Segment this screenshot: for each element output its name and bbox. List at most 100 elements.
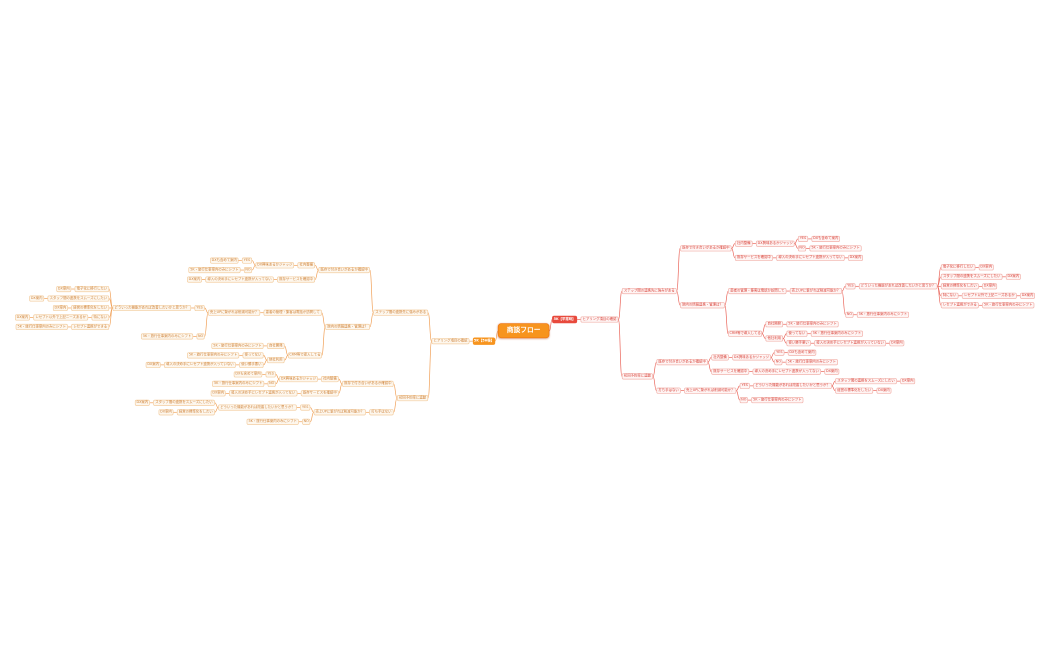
- mindmap-node[interactable]: 経営の標準化をしたい: [835, 387, 874, 394]
- mindmap-node[interactable]: NO: [243, 266, 253, 273]
- mindmap-node[interactable]: 導入の決め手にレセプト連携が入ってない: [776, 254, 845, 261]
- mindmap-node[interactable]: 5K・旅行仕事案内のみにシフト: [856, 311, 910, 318]
- mindmap-node[interactable]: DX興味あるかジャッジ: [755, 240, 795, 247]
- mindmap-node[interactable]: YES: [845, 282, 856, 290]
- mindmap-node[interactable]: 5K・旅行仕事案内のみにシフト: [785, 358, 838, 365]
- mindmap-node[interactable]: ステップ間の連携先に強みがある: [621, 287, 677, 294]
- mindmap-node[interactable]: DX興味あるかジャッジ: [732, 354, 771, 361]
- mindmap-node[interactable]: 初回予約率に連動: [396, 394, 429, 401]
- mindmap-node[interactable]: DX案内: [889, 339, 905, 346]
- mindmap-node[interactable]: DXも含めて案内: [811, 235, 840, 242]
- mindmap-node[interactable]: どういった機能があれば改善したいかと思うか？: [858, 282, 938, 290]
- mindmap-node[interactable]: DX案内: [56, 285, 72, 292]
- mindmap-node[interactable]: 既存で付き合いがあるか確認中: [342, 380, 394, 387]
- mindmap-node[interactable]: DX案内: [187, 276, 202, 283]
- mindmap-node[interactable]: YES: [739, 382, 750, 389]
- mindmap-node[interactable]: 5K・旅行仕事案内のみにシフト: [786, 320, 839, 327]
- mindmap-node[interactable]: 経営の標準化をしたい: [71, 304, 110, 311]
- mindmap-node[interactable]: 電子化に移行したい: [74, 285, 110, 292]
- mindmap-node[interactable]: 患者の管理・集客は電話か訪問して: [263, 309, 322, 316]
- mindmap-node[interactable]: DX案内: [848, 254, 863, 261]
- mindmap-node[interactable]: 使い勝手悪い: [239, 361, 264, 368]
- mindmap-node[interactable]: 社内整備: [711, 354, 729, 361]
- central-topic-node[interactable]: 商談フロー: [497, 323, 550, 339]
- branch-node-L[interactable]: 5K【5H後】: [472, 337, 496, 345]
- mindmap-node[interactable]: 5K・旅行仕事案内のみにシフト: [751, 396, 804, 403]
- mindmap-node[interactable]: 経営の標準化をしたい: [940, 282, 979, 290]
- mindmap-node[interactable]: 使ってない: [786, 330, 808, 337]
- mindmap-node[interactable]: 社内整備: [321, 375, 339, 382]
- mindmap-node[interactable]: 5K・旅行仕事案内のみにシフト: [982, 301, 1035, 308]
- mindmap-node[interactable]: 5K・旅行仕事案内のみにシフト: [809, 244, 862, 252]
- mindmap-node[interactable]: 自社開発: [765, 320, 784, 327]
- mindmap-node[interactable]: DX案内: [29, 295, 45, 302]
- mindmap-node[interactable]: YES: [194, 304, 205, 311]
- mindmap-node[interactable]: DXも含めて案内: [787, 349, 817, 356]
- mindmap-node[interactable]: 5K・旅行仕事案内のみにシフト: [187, 352, 240, 359]
- mindmap-node[interactable]: 特にない: [91, 314, 110, 321]
- mindmap-node[interactable]: 使い勝手悪い: [786, 339, 811, 346]
- mindmap-node[interactable]: NO: [797, 244, 807, 252]
- mindmap-node[interactable]: 導入の決め手にレセプト連携が入っていない: [164, 361, 236, 368]
- mindmap-node[interactable]: DX興味あるかジャッジ: [279, 375, 318, 382]
- mindmap-node[interactable]: 既存で付き合いがあるか確認中: [318, 266, 370, 273]
- mindmap-node[interactable]: CRM等で導入してる: [287, 352, 322, 359]
- mindmap-node[interactable]: 他社利用: [266, 356, 285, 363]
- mindmap-node[interactable]: 導入の決め手にレセプト連携が入ってない: [752, 368, 821, 375]
- mindmap-node[interactable]: レセプト以外で上記ニーズあるか: [961, 292, 1017, 299]
- mindmap-node[interactable]: 導入の決め手にレセプト連携が入っていない: [814, 339, 886, 346]
- mindmap-node[interactable]: 既存サービスを確認中: [277, 276, 316, 283]
- mindmap-node[interactable]: 社内整備: [297, 261, 316, 269]
- mindmap-node[interactable]: 売上UPに繋がれば削減可能か？: [313, 408, 366, 415]
- mindmap-node[interactable]: DX案内: [1020, 292, 1035, 299]
- mindmap-node[interactable]: どういった機能があれば改善したいかと思うか？: [218, 404, 297, 411]
- mindmap-node[interactable]: DX案内: [52, 304, 68, 311]
- mindmap-node[interactable]: ヒアリング項目の確認: [580, 316, 619, 323]
- mindmap-node[interactable]: DX興味あるかジャッジ: [255, 261, 295, 269]
- mindmap-node[interactable]: DX案内: [876, 387, 892, 394]
- mindmap-node[interactable]: NO: [845, 311, 854, 318]
- mindmap-node[interactable]: YES: [797, 235, 809, 242]
- mindmap-node[interactable]: ヒアリング項目の確認: [431, 337, 470, 344]
- mindmap-node[interactable]: 売上UPに繋がれば削減可能か？: [789, 287, 842, 294]
- mindmap-node[interactable]: NO: [302, 418, 311, 425]
- mindmap-node[interactable]: 既存で付き合いがあるか確認中: [680, 244, 732, 252]
- mindmap-node[interactable]: 既存サービスを確認中: [300, 389, 339, 397]
- mindmap-node[interactable]: 5K・旅行仕事案内のみにシフト: [810, 330, 863, 337]
- mindmap-node[interactable]: 既存で付き合いがあるか確認中: [656, 358, 708, 365]
- mindmap-node[interactable]: 使ってない: [242, 352, 264, 359]
- mindmap-node[interactable]: NO: [267, 380, 276, 387]
- mindmap-node[interactable]: 社内整備: [734, 240, 753, 247]
- mindmap-node[interactable]: 5K・旅行仕事案内のみにシフト: [188, 266, 241, 273]
- mindmap-node[interactable]: DX案内: [824, 368, 840, 375]
- mindmap-node[interactable]: NO: [774, 358, 783, 365]
- mindmap-node[interactable]: YES: [265, 370, 276, 378]
- mindmap-node[interactable]: YES: [300, 404, 311, 411]
- mindmap-node[interactable]: スタッフ間の連携をスムーズにしたい: [47, 295, 110, 302]
- mindmap-node[interactable]: 導入の決め手にレセプト連携が入ってない: [229, 389, 298, 397]
- mindmap-node[interactable]: DXも含めて案内: [210, 257, 239, 264]
- mindmap-node[interactable]: DX案内: [900, 377, 916, 384]
- mindmap-node[interactable]: レセプト以外で上記ニーズあるか: [33, 314, 89, 321]
- mindmap-node[interactable]: 既存サービスを確認中: [711, 368, 750, 375]
- mindmap-node[interactable]: DX案内: [210, 389, 226, 397]
- mindmap-node[interactable]: 導入の決め手にレセプト連携が入ってない: [205, 276, 274, 283]
- mindmap-node[interactable]: 打ち手はない: [369, 408, 394, 415]
- branch-node-R[interactable]: 5K【平常時】: [552, 315, 578, 323]
- mindmap-node[interactable]: レセプト連携ができる: [940, 301, 979, 308]
- mindmap-node[interactable]: 院内の情報連携・管理は？: [680, 301, 725, 308]
- mindmap-node[interactable]: スタッフ間の連携をスムーズにしたい: [153, 399, 215, 406]
- mindmap-node[interactable]: 5K・旅行仕事案内のみにシフト: [211, 342, 264, 349]
- mindmap-node[interactable]: 打ち手はない: [656, 387, 681, 394]
- mindmap-node[interactable]: 患者の管理・集客は電話か訪問して: [728, 287, 787, 294]
- mindmap-node[interactable]: レセプト連携ができる: [71, 323, 110, 330]
- mindmap-node[interactable]: どういった機能があれば改善したいかと思うか？: [753, 382, 832, 389]
- mindmap-node[interactable]: 売上UPに繋がれば削減可能か？: [684, 387, 737, 394]
- mindmap-node[interactable]: YES: [774, 349, 785, 356]
- mindmap-node[interactable]: DX案内: [145, 361, 161, 368]
- mindmap-node[interactable]: DX案内: [158, 408, 174, 415]
- mindmap-node[interactable]: DXも含めて案内: [233, 370, 263, 378]
- mindmap-node[interactable]: NO: [196, 333, 205, 340]
- mindmap-node[interactable]: 院内の情報連携・管理は？: [325, 323, 370, 330]
